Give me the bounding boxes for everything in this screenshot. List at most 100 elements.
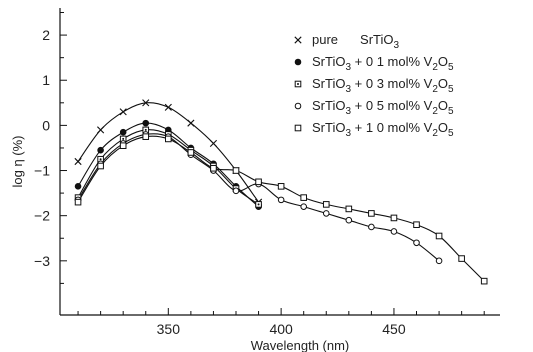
legend-subscript: 3 bbox=[345, 128, 351, 139]
series-3-point bbox=[322, 210, 330, 217]
marker-dot bbox=[257, 203, 260, 206]
series-1-point bbox=[97, 146, 104, 154]
series-0-point bbox=[187, 119, 195, 127]
series-4-point bbox=[277, 183, 285, 190]
y-tick-label: 1 bbox=[42, 72, 50, 88]
marker-dot bbox=[122, 137, 125, 140]
marker-stroke bbox=[97, 126, 105, 134]
marker-stroke bbox=[164, 103, 172, 111]
series-3-point bbox=[232, 187, 240, 195]
axes bbox=[59, 8, 500, 316]
series-4-point bbox=[74, 198, 82, 206]
series-4-point bbox=[119, 142, 127, 149]
series-4-point bbox=[322, 201, 330, 208]
legend-subscript: 2 bbox=[432, 62, 438, 73]
legend-text-part: + 0 5 mol% V bbox=[351, 98, 433, 113]
legend-text-part: SrTiO bbox=[312, 54, 345, 69]
series-4-point bbox=[142, 133, 150, 140]
legend-subscript: 3 bbox=[345, 106, 351, 117]
legend-text-part: pure bbox=[312, 32, 338, 47]
marker-stroke bbox=[119, 108, 127, 116]
series-0-point bbox=[142, 99, 150, 107]
marker-stroke bbox=[74, 157, 82, 166]
series-1-point bbox=[119, 128, 127, 136]
legend-marker-3 bbox=[294, 102, 302, 110]
series-1-point bbox=[74, 183, 82, 190]
legend-marker-2 bbox=[294, 80, 302, 88]
legend-entry-1: SrTiO3 + 0 1 mol% V2O5 bbox=[312, 54, 454, 73]
legend-subscript: 2 bbox=[432, 128, 438, 139]
data-markers bbox=[74, 99, 488, 285]
marker-dot bbox=[99, 158, 102, 161]
series-3-point bbox=[390, 228, 398, 235]
y-tick-label: 0 bbox=[42, 117, 50, 133]
series-4-point bbox=[435, 232, 443, 240]
series-4-point bbox=[458, 255, 465, 262]
legend-text-part: SrTiO bbox=[360, 32, 393, 47]
legend-subscript: 2 bbox=[432, 84, 438, 95]
series-4-point bbox=[390, 214, 398, 222]
series-4-point bbox=[187, 149, 195, 156]
legend-text-part: O bbox=[438, 76, 448, 91]
legend-marker-0 bbox=[294, 36, 302, 44]
legend-text-part: SrTiO bbox=[312, 98, 345, 113]
legend-entry-2: SrTiO3 + 0 3 mol% V2O5 bbox=[312, 76, 454, 95]
legend-marker-4 bbox=[294, 124, 302, 132]
legend-entry-0: pure SrTiO3 bbox=[312, 32, 400, 51]
y-axis-title: log η (%) bbox=[10, 135, 25, 187]
series-0-point bbox=[164, 103, 172, 111]
series-4-point bbox=[232, 167, 240, 174]
series-0-point bbox=[97, 126, 105, 134]
series-4-point bbox=[345, 205, 353, 213]
series-3-point bbox=[300, 203, 307, 210]
series-3-point bbox=[345, 216, 353, 224]
series-4-point bbox=[413, 221, 420, 229]
x-tick-label: 400 bbox=[269, 321, 293, 337]
ticks: 2 1 0 −1 −2 −3 350 400 450 bbox=[34, 12, 485, 337]
legend-subscript: 5 bbox=[448, 62, 454, 73]
legend-marker-1 bbox=[294, 58, 302, 66]
marker-stroke bbox=[187, 119, 195, 127]
series-3-point bbox=[277, 196, 285, 204]
series-2-point bbox=[255, 201, 262, 208]
legend-subscript: 3 bbox=[394, 40, 400, 51]
legend-text-part: SrTiO bbox=[312, 76, 345, 91]
y-tick-label: 2 bbox=[42, 27, 50, 43]
legend-entry-4: SrTiO3 + 1 0 mol% V2O5 bbox=[312, 120, 454, 139]
series-0-point bbox=[74, 157, 82, 166]
series-4-point bbox=[97, 162, 104, 170]
x-axis-title: Wavelength (nm) bbox=[251, 338, 350, 352]
series-4-point bbox=[480, 277, 488, 285]
series-3-point bbox=[435, 257, 443, 265]
series-4-point bbox=[210, 164, 217, 172]
series-0-line bbox=[77, 102, 260, 203]
legend-subscript: 3 bbox=[345, 84, 351, 95]
series-4-point bbox=[300, 194, 307, 201]
marker-stroke bbox=[294, 36, 302, 44]
series-4-line bbox=[77, 135, 485, 282]
legend-text-part: + 1 0 mol% V bbox=[351, 120, 433, 135]
legend-text-part: O bbox=[438, 120, 448, 135]
legend-subscript: 3 bbox=[345, 62, 351, 73]
marker-stroke bbox=[142, 99, 150, 107]
legend-entry-3: SrTiO3 + 0 5 mol% V2O5 bbox=[312, 98, 454, 117]
legend-text-part: + 0 1 mol% V bbox=[351, 54, 433, 69]
legend-text-part: SrTiO bbox=[312, 120, 345, 135]
x-tick-label: 350 bbox=[157, 321, 181, 337]
series-0-point bbox=[119, 108, 127, 116]
y-tick-label: −1 bbox=[34, 163, 50, 179]
legend-text-part: O bbox=[438, 98, 448, 113]
series-3-line bbox=[77, 133, 440, 262]
marker-stroke bbox=[209, 139, 218, 148]
legend-subscript: 2 bbox=[432, 106, 438, 117]
legend-subscript: 5 bbox=[448, 84, 454, 95]
y-tick-label: −2 bbox=[34, 208, 50, 224]
legend-subscript: 5 bbox=[448, 128, 454, 139]
legend-text-part: O bbox=[438, 54, 448, 69]
series-4-point bbox=[368, 210, 375, 217]
legend-text-part: + 0 3 mol% V bbox=[351, 76, 433, 91]
series-0-point bbox=[209, 139, 218, 148]
marker-dot bbox=[144, 128, 147, 131]
